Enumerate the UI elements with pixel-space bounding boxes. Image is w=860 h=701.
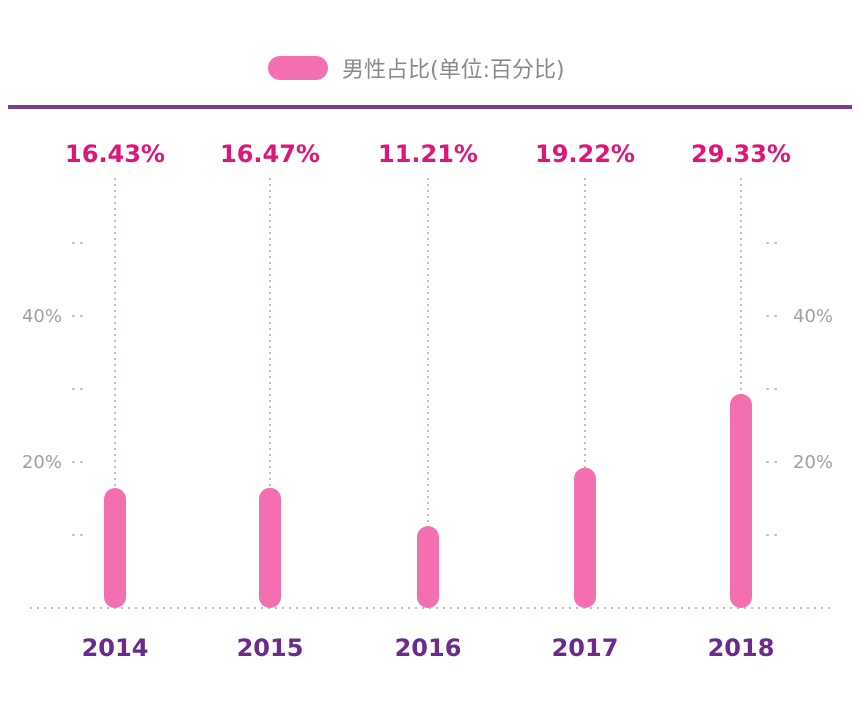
category-label: 2016	[395, 634, 462, 662]
bar	[259, 487, 281, 608]
bars	[104, 393, 752, 608]
legend-label: 男性占比(单位:百分比)	[342, 58, 565, 83]
legend-swatch	[268, 56, 328, 80]
y-tick-label-right: 20%	[793, 452, 833, 473]
value-label: 16.43%	[65, 140, 165, 168]
value-labels: 16.43% 16.47% 11.21% 19.22% 29.33%	[65, 140, 791, 168]
value-label: 11.21%	[378, 140, 478, 168]
bar	[417, 526, 439, 608]
legend: 男性占比(单位:百分比)	[268, 56, 565, 83]
bar	[574, 467, 596, 608]
value-label: 16.47%	[220, 140, 320, 168]
bar	[104, 488, 126, 608]
y-tick-label-left: 20%	[22, 452, 62, 473]
y-tick-label-left: 40%	[22, 306, 62, 327]
value-label: 29.33%	[691, 140, 791, 168]
category-label: 2017	[552, 634, 619, 662]
value-label: 19.22%	[535, 140, 635, 168]
y-tick-label-right: 40%	[793, 306, 833, 327]
y-axis-left: 20% 40%	[22, 242, 84, 536]
category-label: 2014	[82, 634, 149, 662]
category-label: 2015	[237, 634, 304, 662]
category-labels: 2014 2015 2016 2017 2018	[82, 634, 775, 662]
y-axis-right: 20% 40%	[766, 242, 833, 536]
category-label: 2018	[708, 634, 775, 662]
bar	[730, 393, 752, 608]
